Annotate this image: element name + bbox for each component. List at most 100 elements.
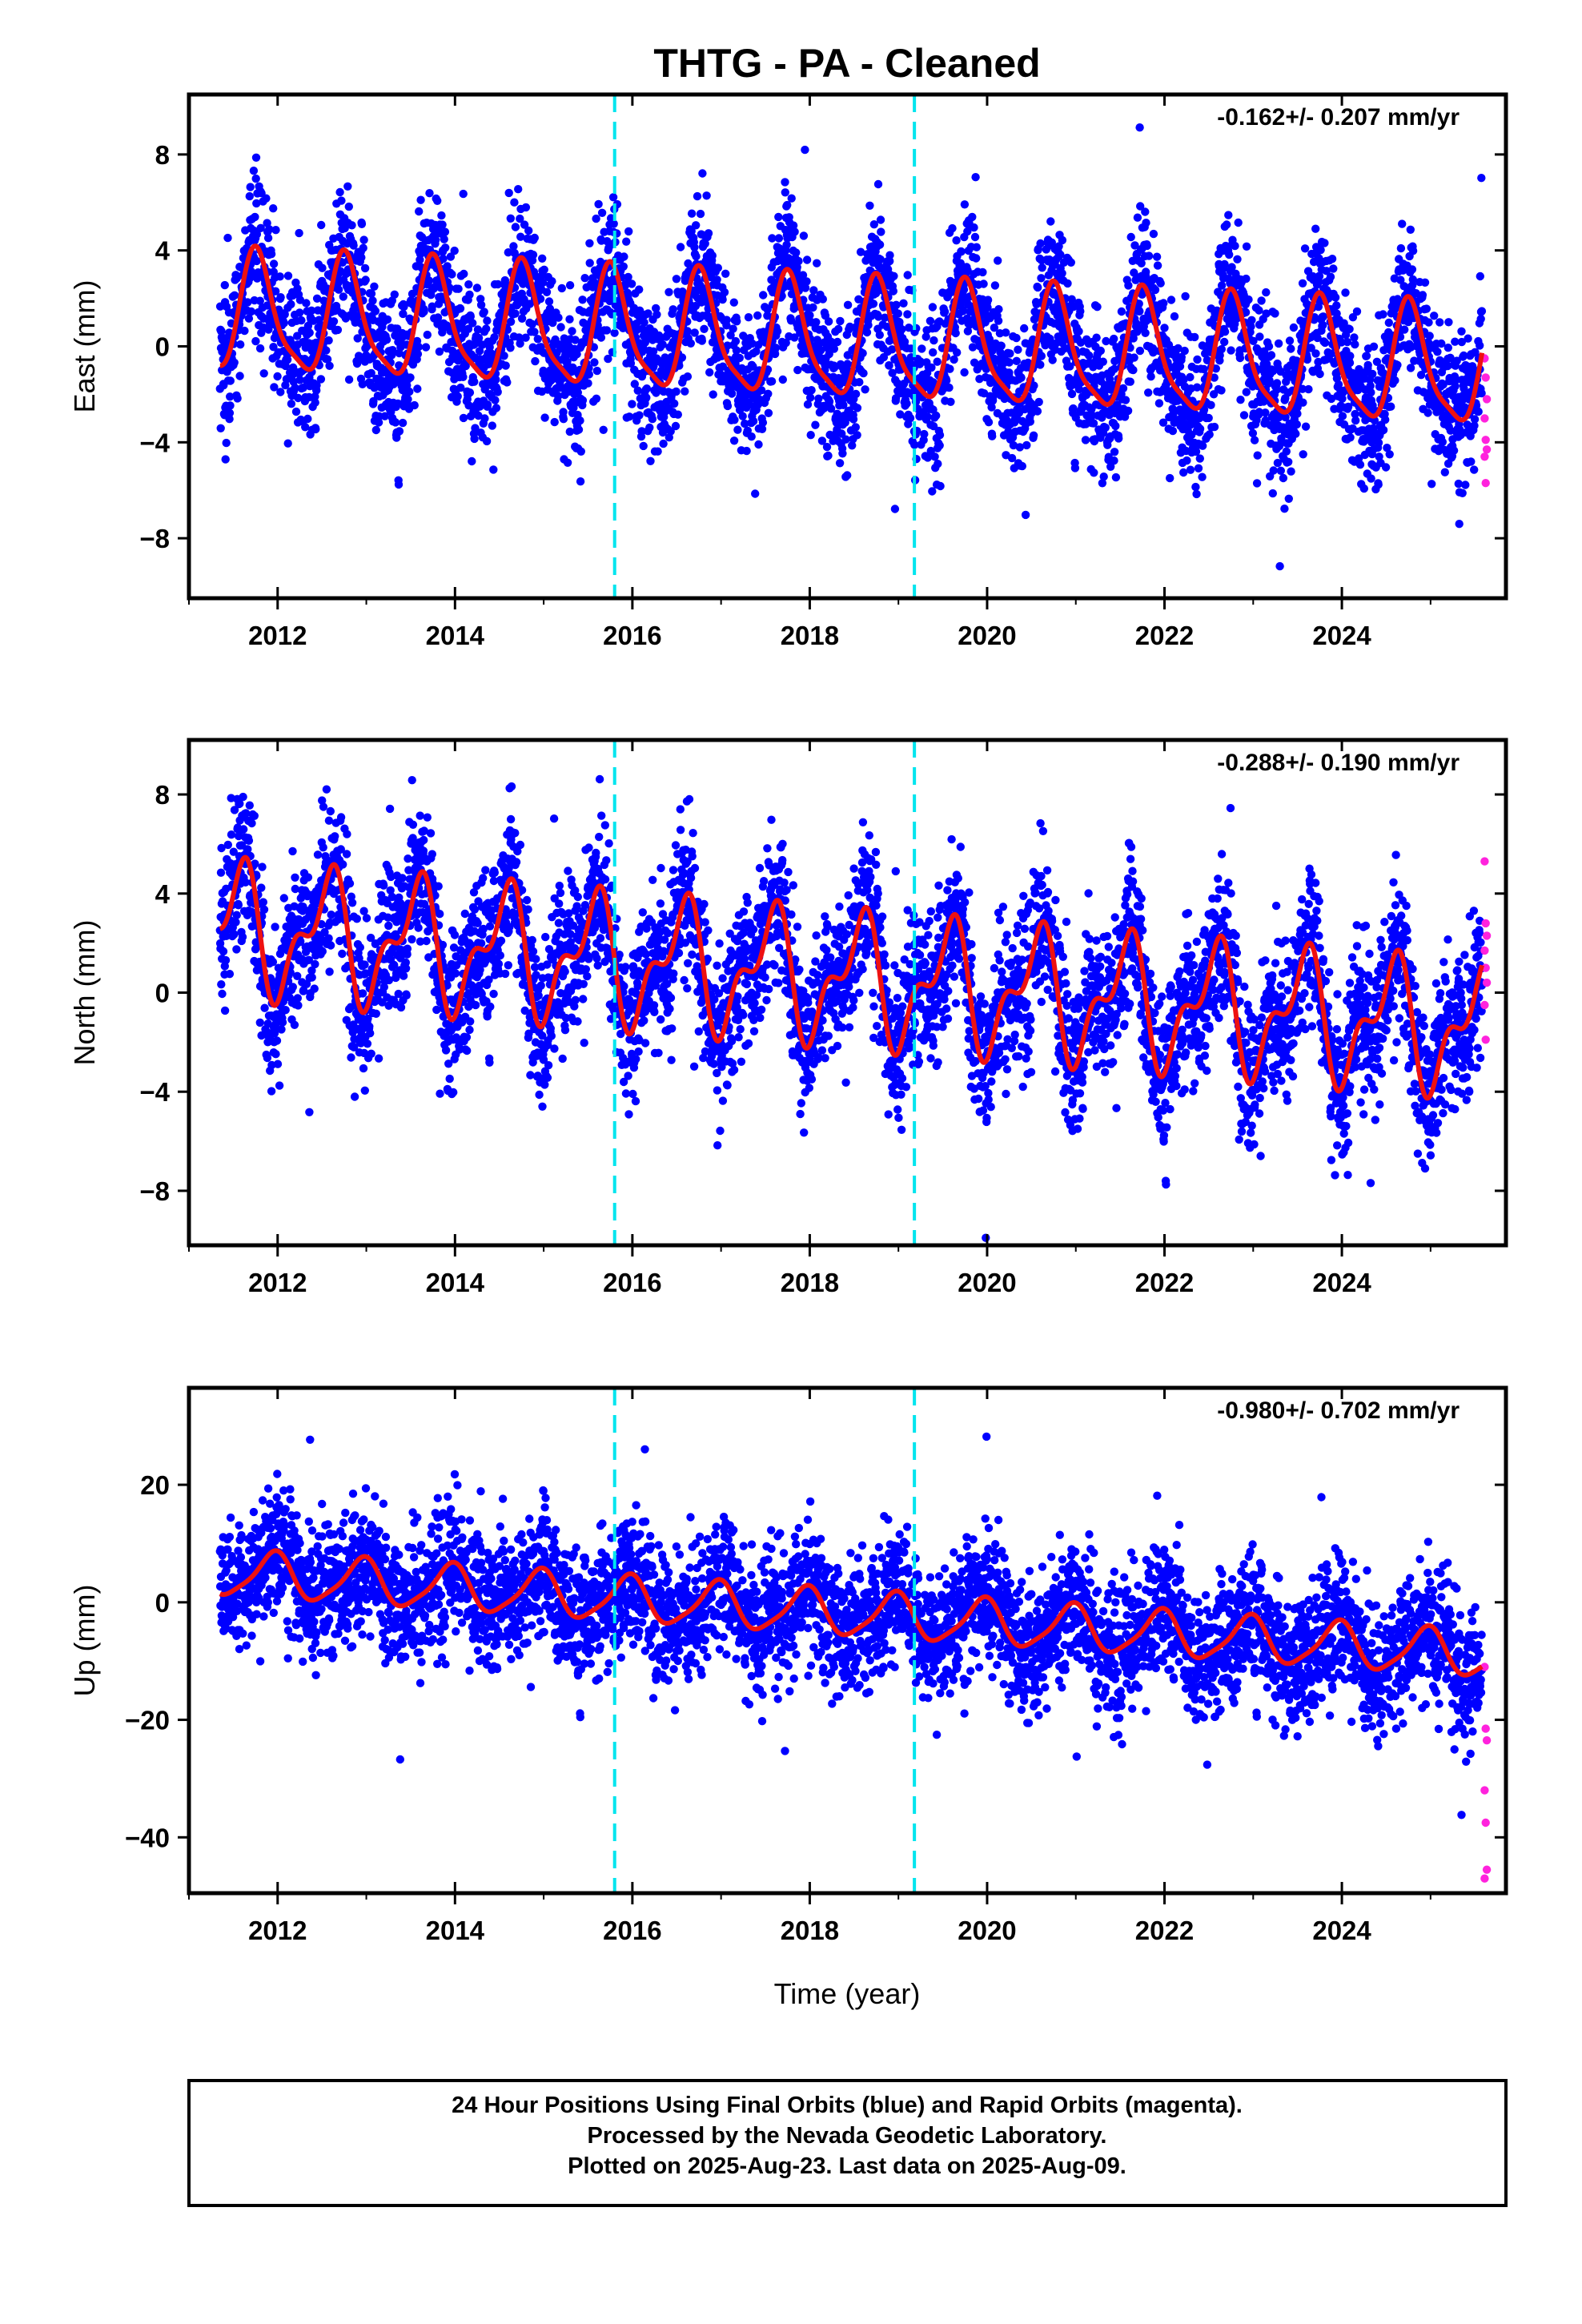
final-orbit-point [727,389,737,398]
final-orbit-point [1166,296,1176,304]
final-orbit-point [483,316,492,325]
final-orbit-point [1186,372,1195,382]
final-orbit-point [843,300,853,309]
final-orbit-point [895,317,904,327]
final-orbit-point [559,415,568,424]
final-orbit-point [1085,351,1094,360]
final-orbit-point [960,200,970,209]
final-orbit-point [510,198,519,207]
final-orbit-point [406,373,415,382]
final-orbit-point [251,153,261,162]
final-orbit-point [230,930,239,939]
final-orbit-point [1346,352,1355,360]
final-orbit-point [524,226,533,235]
final-orbit-point [1367,388,1375,397]
final-orbit-point [824,451,833,460]
final-orbit-point [255,344,265,353]
final-orbit-point [851,423,861,432]
final-orbit-point [387,408,396,416]
final-orbit-point [413,384,422,393]
panel-1: 2012 2014 2016 2018 2020 2022 2024−8−4048East … [68,92,1508,650]
final-orbit-point [1282,447,1291,456]
final-orbit-point [639,441,648,451]
final-orbit-point [1418,291,1427,300]
final-orbit-point [814,394,823,403]
final-orbit-point [1223,220,1231,229]
final-orbit-point [1393,360,1402,369]
final-orbit-point [929,348,938,357]
final-orbit-point [259,369,268,378]
final-orbit-point [243,298,252,307]
final-orbit-point [1287,467,1295,476]
final-orbit-point [834,324,843,334]
final-orbit-point [1236,396,1245,404]
final-orbit-point [596,333,606,342]
final-orbit-point [483,400,492,409]
final-orbit-point [464,280,473,289]
final-orbit-point [247,307,256,316]
final-orbit-point [382,336,391,344]
final-orbit-point [718,295,727,304]
final-orbit-point [801,145,809,155]
final-orbit-point [1156,279,1165,287]
final-orbit-point [506,344,515,352]
final-orbit-point [337,196,346,205]
final-orbit-point [1248,428,1258,438]
final-orbit-point [1233,255,1242,263]
final-orbit-point [873,179,883,189]
final-orbit-point [610,328,619,337]
final-orbit-point [1406,225,1415,234]
final-orbit-point [1114,434,1123,443]
final-orbit-point [905,413,915,423]
final-orbit-point [391,418,400,427]
final-orbit-point [1320,239,1329,247]
final-orbit-point [250,811,259,820]
final-orbit-point [1207,400,1215,409]
final-orbit-point [333,325,343,335]
final-orbit-point [1198,472,1207,481]
final-orbit-point [1291,429,1300,438]
final-orbit-point [1154,399,1164,408]
final-orbit-point [501,361,510,370]
final-orbit-point [1433,348,1442,356]
final-orbit-point [324,336,333,345]
final-orbit-point [576,477,585,486]
final-orbit-point [438,220,447,229]
final-orbit-point [1239,411,1249,420]
final-orbit-point [1199,364,1208,374]
final-orbit-point [1012,356,1022,365]
final-orbit-point [835,459,845,468]
y-tick-label: 0 [155,332,170,362]
final-orbit-point [1424,318,1433,327]
final-orbit-point [673,410,682,419]
final-orbit-point [244,836,254,846]
final-orbit-point [1367,474,1375,483]
final-orbit-point [705,368,714,377]
final-orbit-point [556,323,565,332]
final-orbit-point [1037,352,1046,360]
final-orbit-point [1319,320,1327,330]
final-orbit-point [431,235,440,244]
final-orbit-point [1142,241,1151,251]
final-orbit-point [1231,241,1239,251]
final-orbit-point [824,317,833,326]
final-orbit-point [1205,430,1214,439]
final-orbit-point [220,280,229,290]
final-orbit-point [263,234,273,243]
final-orbit-point [323,355,332,364]
final-orbit-point [542,287,552,296]
final-orbit-points [215,123,1487,571]
final-orbit-point [635,285,644,294]
final-orbit-point [592,214,600,223]
final-orbit-point [851,389,861,399]
velocity-annotation: -0.162+/- 0.207 mm/yr [1217,104,1460,131]
final-orbit-point [790,227,799,236]
final-orbit-point [410,400,419,410]
final-orbit-point [283,356,292,364]
final-orbit-points [215,774,1487,1242]
final-orbit-point [232,911,241,919]
final-orbit-point [1261,408,1270,417]
final-orbit-point [1234,218,1243,227]
final-orbit-point [459,413,468,423]
final-orbit-point [1387,402,1395,411]
